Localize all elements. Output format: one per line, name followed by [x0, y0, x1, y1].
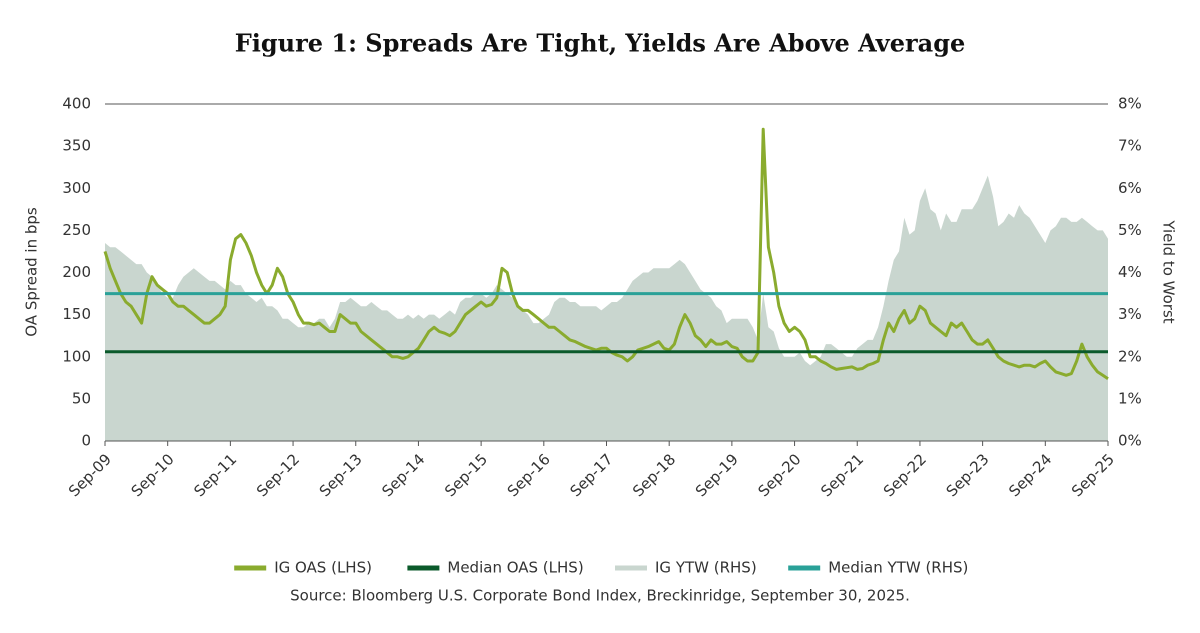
- x-tick-label: Sep-23: [943, 450, 993, 500]
- x-tick-label: Sep-09: [65, 450, 115, 500]
- y-tick-label: 200: [62, 263, 91, 281]
- x-tick-label: Sep-10: [128, 450, 178, 500]
- chart-title: Figure 1: Spreads Are Tight, Yields Are …: [235, 29, 966, 58]
- x-tick-label: Sep-12: [253, 450, 303, 500]
- y-tick-label: 300: [62, 179, 91, 197]
- y2-tick-label: 7%: [1118, 137, 1142, 155]
- y2-tick-label: 2%: [1118, 347, 1142, 365]
- y2-tick-label: 1%: [1118, 389, 1142, 407]
- x-tick-label: Sep-11: [190, 450, 240, 500]
- y-tick-label: 0: [81, 432, 91, 450]
- y-tick-label: 250: [62, 221, 91, 239]
- legend-label: IG OAS (LHS): [274, 559, 372, 577]
- x-tick-label: Sep-25: [1068, 450, 1118, 500]
- y2-tick-label: 6%: [1118, 179, 1142, 197]
- x-tick-label: Sep-16: [504, 450, 554, 500]
- x-tick-label: Sep-17: [566, 450, 616, 500]
- y-tick-label: 50: [72, 389, 91, 407]
- y-tick-label: 100: [62, 347, 91, 365]
- x-tick-label: Sep-21: [817, 450, 867, 500]
- x-tick-label: Sep-22: [880, 450, 930, 500]
- source-note: Source: Bloomberg U.S. Corporate Bond In…: [290, 587, 910, 605]
- legend-label: Median OAS (LHS): [447, 559, 583, 577]
- x-tick-label: Sep-24: [1005, 450, 1055, 500]
- y-tick-label: 350: [62, 137, 91, 155]
- y-axis-title: OA Spread in bps: [23, 207, 41, 337]
- legend-label: Median YTW (RHS): [828, 559, 968, 577]
- x-tick-label: Sep-15: [441, 450, 491, 500]
- x-tick-label: Sep-14: [378, 450, 428, 500]
- y2-tick-label: 8%: [1118, 95, 1142, 113]
- oas-line: [103, 127, 1109, 380]
- y-tick-label: 400: [62, 95, 91, 113]
- y2-axis-title: Yield to Worst: [1160, 219, 1178, 323]
- y2-tick-label: 4%: [1118, 263, 1142, 281]
- x-tick-label: Sep-20: [755, 450, 805, 500]
- x-tick-label: Sep-18: [629, 450, 679, 500]
- x-tick-label: Sep-13: [316, 450, 366, 500]
- legend-label: IG YTW (RHS): [655, 559, 757, 577]
- y2-tick-label: 3%: [1118, 305, 1142, 323]
- y2-tick-label: 5%: [1118, 221, 1142, 239]
- y-tick-label: 150: [62, 305, 91, 323]
- y2-tick-label: 0%: [1118, 432, 1142, 450]
- ytw-area: [105, 175, 1108, 441]
- x-tick-label: Sep-19: [692, 450, 742, 500]
